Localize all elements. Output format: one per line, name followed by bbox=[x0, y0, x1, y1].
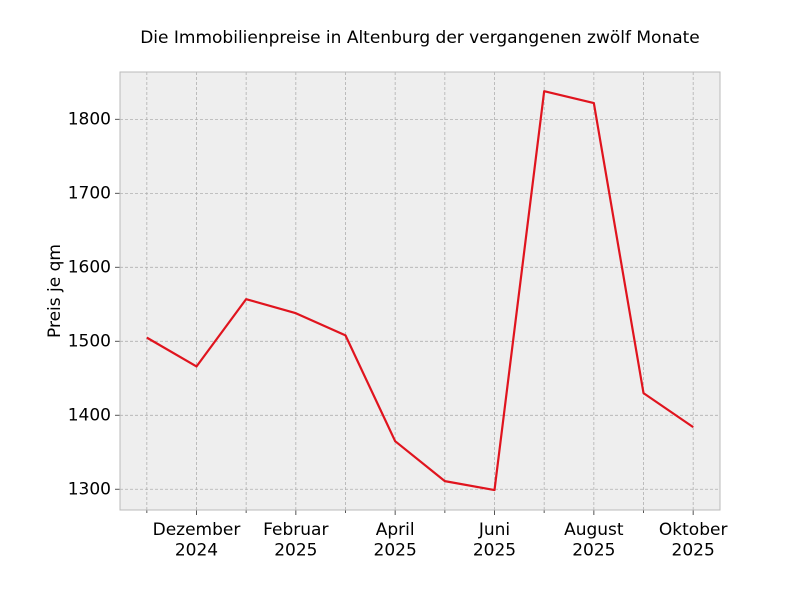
y-tick-label: 1400 bbox=[68, 405, 111, 425]
x-tick-label: Februar 2025 bbox=[263, 520, 328, 560]
chart-title: Die Immobilienpreise in Altenburg der ve… bbox=[140, 28, 700, 48]
plot-area bbox=[120, 72, 720, 510]
y-tick-label: 1300 bbox=[68, 479, 111, 499]
plot-border bbox=[119, 71, 721, 511]
y-tick-label: 1500 bbox=[68, 331, 111, 351]
y-tick-label: 1600 bbox=[68, 257, 111, 277]
x-tick-label: Oktober 2025 bbox=[659, 520, 728, 560]
x-tick-label: August 2025 bbox=[564, 520, 624, 560]
y-axis-label: Preis je qm bbox=[45, 244, 65, 338]
y-tick-label: 1800 bbox=[68, 109, 111, 129]
x-tick-label: Dezember 2024 bbox=[153, 520, 241, 560]
x-tick-label: Juni 2025 bbox=[473, 520, 516, 560]
x-tick-label: April 2025 bbox=[374, 520, 417, 560]
y-tick-label: 1700 bbox=[68, 183, 111, 203]
line-series bbox=[146, 90, 694, 492]
